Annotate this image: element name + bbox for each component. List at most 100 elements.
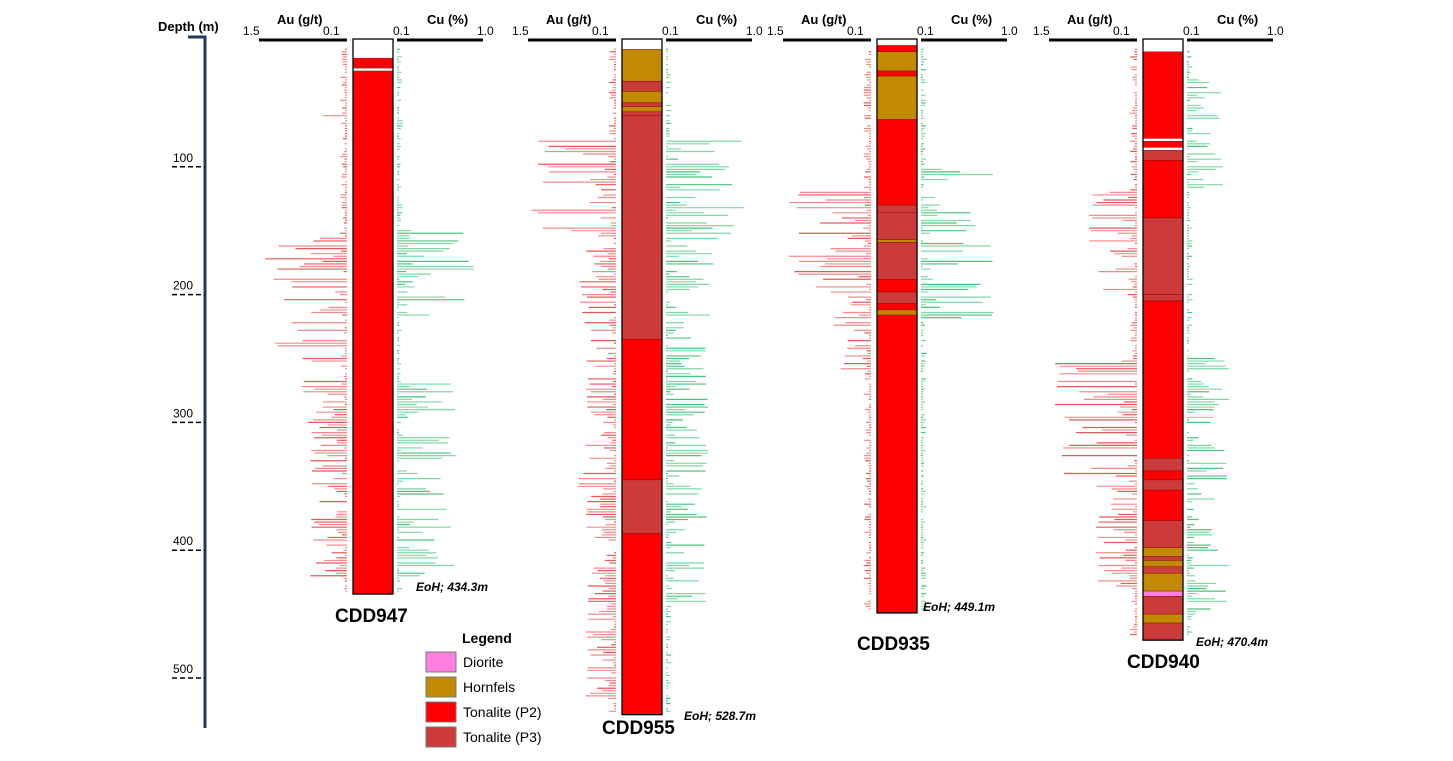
lithology-interval (1142, 547, 1184, 557)
au-axis-label: Au (g/t) (277, 12, 322, 27)
lithology-interval (876, 204, 918, 214)
au-max-tick: 1.5 (243, 24, 260, 38)
lithology-interval (1142, 479, 1184, 491)
lithology-interval (1142, 520, 1184, 548)
lithology-interval (352, 57, 394, 69)
hole-name: CDD947 (335, 606, 408, 627)
lithology-interval (621, 533, 663, 715)
au-max-tick: 1.5 (512, 24, 529, 38)
lithology-interval (621, 106, 663, 113)
lithology-interval (1142, 141, 1184, 148)
au-min-tick: 0.1 (847, 24, 864, 38)
eoh-label: EoH; 434.3m (416, 580, 488, 594)
eoh-label: EoH; 470.4m (1196, 635, 1268, 649)
lithology-interval (621, 49, 663, 82)
legend-label: Tonalite (P3) (463, 729, 542, 745)
lithology-interval (621, 115, 663, 340)
depth-tick-label: 400 (173, 534, 193, 548)
lithology-interval (876, 239, 918, 243)
lithology-interval (621, 102, 663, 107)
lithology-interval (1142, 160, 1184, 219)
lithology-interval (1142, 300, 1184, 459)
lithology-interval (1142, 470, 1184, 481)
lithology-interval (621, 91, 663, 104)
lithology-column-outline (621, 38, 663, 716)
cu-min-tick: 0.1 (662, 24, 679, 38)
legend-title: Legend (462, 630, 512, 646)
hole-name: CDD940 (1127, 652, 1200, 673)
lithology-interval (1142, 573, 1184, 592)
cu-max-tick: 1.0 (1267, 24, 1284, 38)
au-min-tick: 0.1 (592, 24, 609, 38)
depth-tick-label: 100 (173, 151, 193, 165)
cu-assay-bars (397, 48, 474, 592)
cu-assay-bars (666, 48, 745, 712)
depth-tick-label: 300 (173, 406, 193, 420)
lithology-interval (621, 111, 663, 116)
lithology-interval (876, 303, 918, 311)
depth-axis: Depth (m) 100 200 300 400 500 (158, 19, 219, 728)
legend-swatch (425, 651, 457, 673)
lithology-interval (1143, 39, 1183, 52)
hole-name: CDD935 (857, 634, 930, 655)
cu-max-tick: 1.0 (746, 24, 763, 38)
cu-assay-bars (1187, 51, 1230, 636)
au-min-tick: 0.1 (1113, 24, 1130, 38)
cu-axis-label: Cu (%) (1217, 12, 1258, 27)
cu-min-tick: 0.1 (917, 24, 934, 38)
legend-label: Hornfels (463, 679, 515, 695)
lithology-interval (1142, 556, 1184, 561)
cu-axis-label: Cu (%) (427, 12, 468, 27)
lithology-interval (876, 51, 918, 72)
au-assay-bars (1055, 48, 1137, 636)
legend-swatch (425, 701, 457, 723)
cu-assay-bars (921, 48, 994, 610)
eoh-label: EoH; 528.7m (684, 709, 756, 723)
lithology-interval (876, 291, 918, 304)
lithology-column-outline (352, 38, 394, 595)
legend-swatch (425, 676, 457, 698)
lithology-interval (1142, 294, 1184, 302)
depth-tick-label: 500 (173, 662, 193, 676)
lithology-interval (621, 479, 663, 534)
au-min-tick: 0.1 (323, 24, 340, 38)
legend-label: Diorite (463, 654, 504, 670)
lithology-interval (353, 39, 393, 59)
lithology-interval (1142, 560, 1184, 568)
lithology-interval (876, 45, 918, 52)
au-max-tick: 1.5 (1033, 24, 1050, 38)
cu-min-tick: 0.1 (1183, 24, 1200, 38)
lithology-interval (353, 68, 393, 71)
cu-max-tick: 1.0 (477, 24, 494, 38)
lithology-interval (1143, 138, 1183, 142)
lithology-column (876, 38, 918, 614)
lithology-interval (1142, 217, 1184, 295)
depth-axis-line (188, 35, 207, 728)
lithology-interval (876, 242, 918, 280)
lithology-interval (876, 119, 918, 206)
cu-axis-label: Cu (%) (696, 12, 737, 27)
legend-swatch (425, 726, 457, 748)
au-max-tick: 1.5 (767, 24, 784, 38)
cu-max-tick: 1.0 (1001, 24, 1018, 38)
lithology-interval (622, 39, 662, 50)
lithology-interval (1142, 489, 1184, 522)
lithology-column-outline (876, 38, 918, 614)
au-assay-bars (265, 48, 347, 592)
au-assay-bars (531, 48, 616, 712)
lithology-interval (1142, 596, 1184, 615)
au-axis-label: Au (g/t) (546, 12, 591, 27)
lithology-interval (1143, 147, 1183, 151)
lithology-interval (352, 70, 394, 595)
lithology-column (1142, 38, 1184, 641)
lithology-interval (1142, 622, 1184, 641)
lithology-interval (876, 309, 918, 316)
lithology-interval (876, 70, 918, 77)
lithology-interval (876, 314, 918, 614)
lithology-interval (876, 279, 918, 293)
